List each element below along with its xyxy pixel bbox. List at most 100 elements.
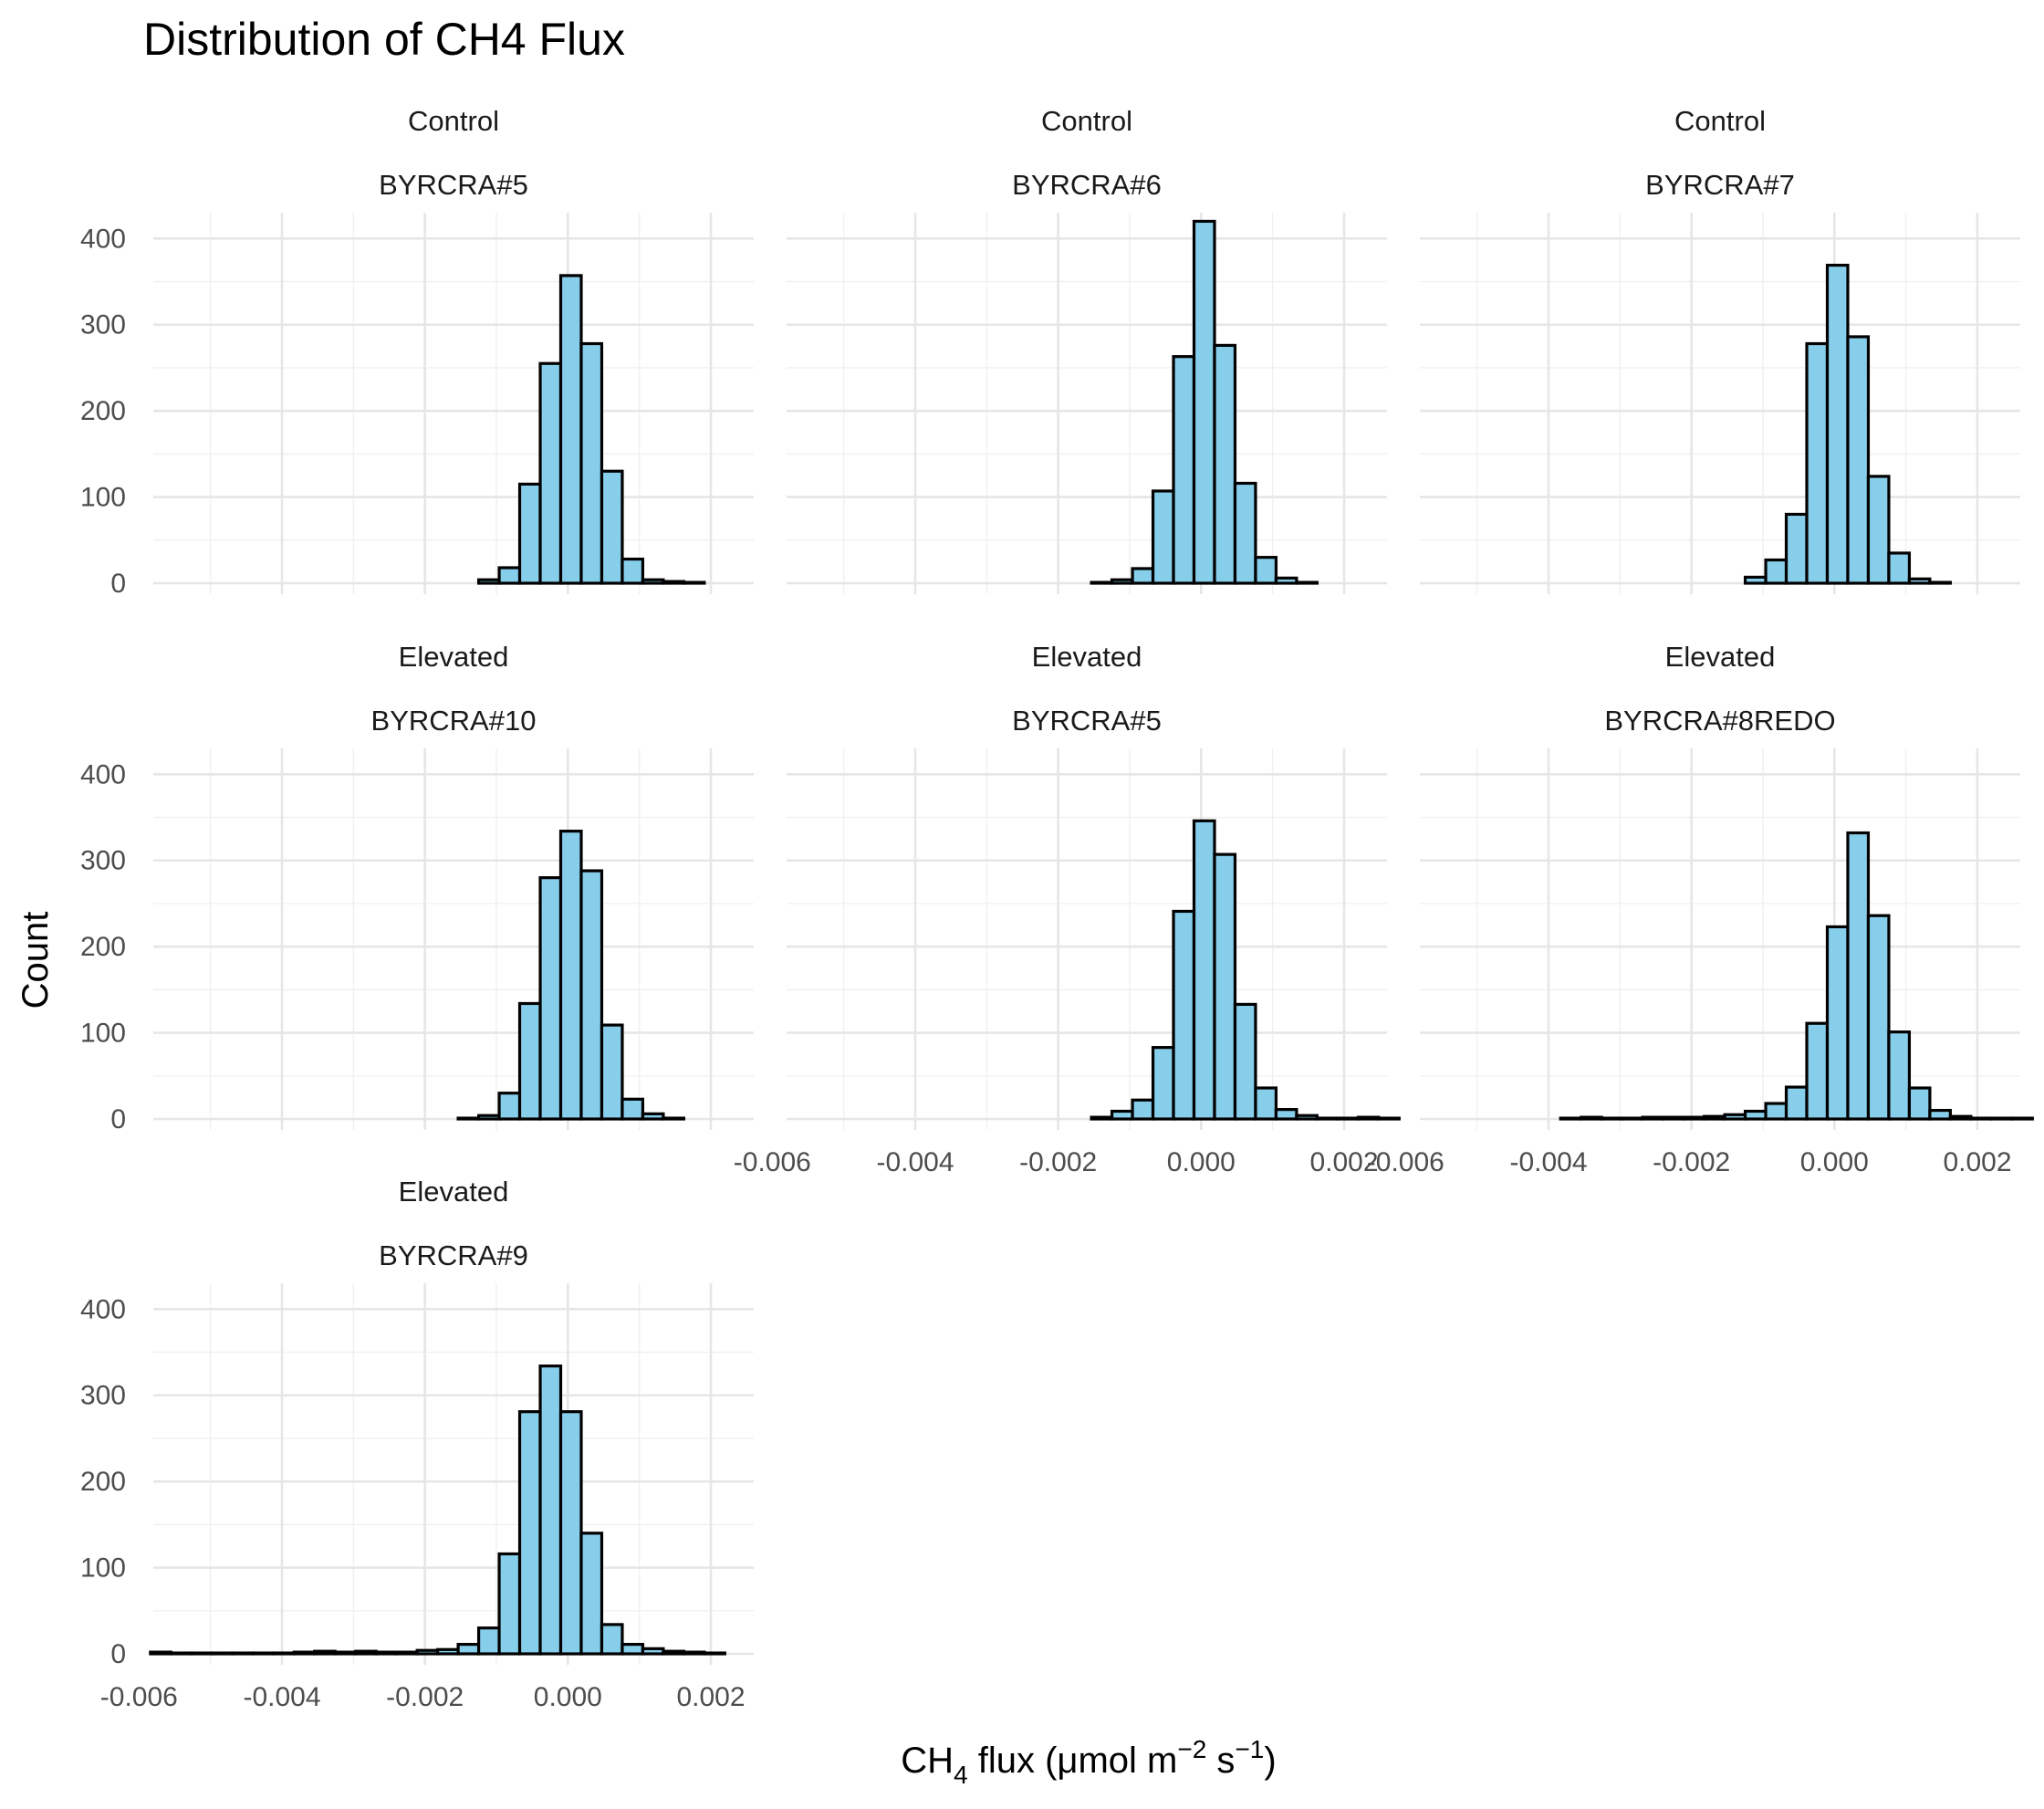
x-axis-title-part: ): [1264, 1741, 1276, 1781]
histogram-bar: [1172, 355, 1196, 585]
histogram-bar: [497, 566, 522, 585]
histogram-bar: [641, 1647, 665, 1656]
facet-plot-label: BYRCRA#7: [1645, 169, 1795, 201]
x-tick-label: 0.000: [1800, 1147, 1869, 1177]
histogram-bar: [662, 1116, 685, 1121]
histogram-bar: [1090, 1115, 1114, 1121]
y-tick-label: 200: [80, 1467, 126, 1497]
histogram-bar: [1784, 512, 1809, 585]
x-tick-label: 0.002: [1943, 1147, 2011, 1177]
facet-plot-label: BYRCRA#5: [379, 169, 528, 201]
histogram-bar: [190, 1651, 214, 1656]
histogram-bar: [1559, 1116, 1583, 1121]
histogram-bar: [1336, 1116, 1360, 1121]
histogram-bar: [682, 580, 706, 585]
histogram-bar: [1825, 925, 1850, 1121]
x-tick-label: 0.002: [676, 1682, 745, 1712]
facet-treatment-label: Control: [1674, 105, 1766, 137]
facet-treatment-label: Elevated: [399, 641, 509, 673]
histogram-bar: [600, 1623, 624, 1656]
histogram-bar: [476, 1626, 501, 1656]
y-axis-title: Count: [16, 912, 56, 1009]
histogram-bar: [600, 469, 624, 585]
facet-panel: Control BYRCRA#5 0 100 200 300 400: [80, 105, 754, 599]
y-tick-label: 300: [80, 310, 126, 340]
x-axis-title-part: s: [1206, 1741, 1235, 1781]
histogram-bar: [1743, 1109, 1768, 1121]
histogram-bar: [662, 580, 685, 585]
x-tick-label: 0.000: [534, 1682, 602, 1712]
histogram-bar: [456, 1116, 481, 1121]
histogram-bar: [1928, 580, 1952, 585]
histogram-bar: [169, 1651, 193, 1656]
histogram-bar: [1131, 1098, 1155, 1121]
facet-panel: Control BYRCRA#7: [1420, 105, 2020, 594]
y-tick-label: 0: [110, 1104, 126, 1135]
histogram-bar: [1274, 1108, 1298, 1121]
histogram-bar: [1213, 852, 1237, 1121]
histogram-bar: [703, 1651, 726, 1656]
facet-treatment-label: Elevated: [399, 1176, 509, 1208]
histogram-bar: [1662, 1115, 1685, 1121]
histogram-bar: [354, 1649, 378, 1656]
x-axis-title-part: −2: [1177, 1735, 1206, 1763]
histogram-bar: [682, 1650, 706, 1656]
facet-panel: Elevated BYRCRA#10 0 100 200 300 400: [80, 641, 754, 1135]
histogram-bar: [1825, 263, 1850, 585]
histogram-bar: [1315, 1116, 1340, 1121]
histogram-bar: [1151, 489, 1175, 585]
y-tick-label: 0: [110, 569, 126, 599]
y-tick-label: 200: [80, 396, 126, 426]
histogram-bar: [538, 876, 563, 1121]
facet-plot-label: BYRCRA#8REDO: [1604, 705, 1835, 737]
histogram-bar: [456, 1643, 481, 1656]
histogram-bar: [1948, 1114, 1973, 1121]
histogram-bar: [1907, 1086, 1932, 1121]
y-tick-label: 400: [80, 1294, 126, 1324]
histogram-bar: [579, 341, 604, 585]
x-tick-label: -0.002: [1019, 1147, 1097, 1177]
y-tick-label: 300: [80, 846, 126, 876]
x-tick-label: -0.006: [734, 1147, 811, 1177]
histogram-bar: [1764, 1102, 1788, 1121]
histogram-bar: [231, 1651, 255, 1656]
facet-panel: Elevated BYRCRA#9 0 100 200 300 400 -0.006 -0.00…: [80, 1176, 754, 1712]
histogram-bar: [395, 1650, 419, 1656]
histogram-bar: [641, 578, 665, 585]
x-tick-label: -0.004: [1509, 1147, 1587, 1177]
histogram-bar: [415, 1648, 440, 1656]
histogram-bar: [1254, 1086, 1278, 1121]
histogram-bar: [1600, 1116, 1624, 1121]
y-tick-label: 400: [80, 759, 126, 789]
x-axis-title-part: 4: [954, 1761, 968, 1789]
histogram-bar: [558, 274, 583, 585]
histogram-bar: [641, 1112, 665, 1121]
x-tick-label: -0.006: [100, 1682, 178, 1712]
x-tick-label: 0.000: [1167, 1147, 1236, 1177]
histogram-bar: [1866, 914, 1891, 1121]
histogram-bar: [1846, 831, 1871, 1121]
histogram-bar: [538, 361, 563, 585]
histogram-bar: [1295, 1114, 1319, 1121]
histogram-bar: [333, 1650, 358, 1656]
histogram-bar: [579, 1532, 604, 1656]
histogram-bar: [313, 1649, 337, 1656]
x-tick-label: -0.004: [243, 1682, 320, 1712]
facet-treatment-label: Control: [1041, 105, 1132, 137]
histogram-bar: [1969, 1116, 1993, 1121]
x-axis-title-part: CH: [901, 1741, 954, 1781]
histogram-bar: [1110, 1109, 1134, 1121]
histogram-bar: [497, 1092, 522, 1121]
histogram-bar: [149, 1650, 172, 1656]
x-tick-label: -0.002: [1653, 1147, 1730, 1177]
histogram-bar: [1090, 580, 1114, 585]
histogram-bar: [476, 578, 501, 585]
histogram-bar: [374, 1650, 399, 1656]
x-axis-title: CH4 flux (μmol m−2 s−1): [901, 1735, 1276, 1789]
histogram-bar: [1213, 343, 1237, 585]
y-tick-label: 100: [80, 483, 126, 513]
facet-plot-label: BYRCRA#10: [371, 705, 537, 737]
histogram-bar: [1192, 219, 1216, 585]
histogram-bar: [1356, 1115, 1381, 1121]
